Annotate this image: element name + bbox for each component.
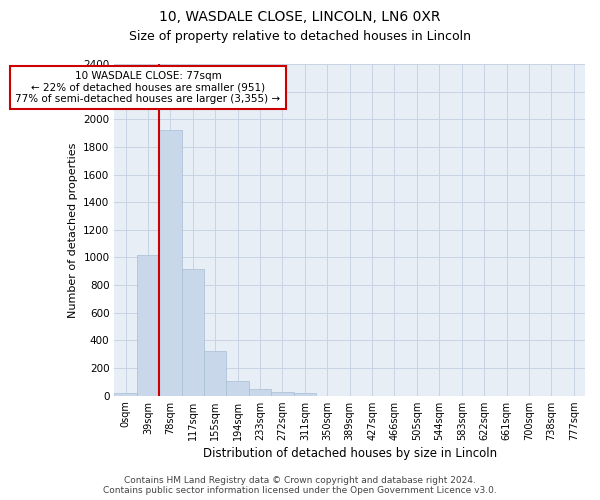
- X-axis label: Distribution of detached houses by size in Lincoln: Distribution of detached houses by size …: [203, 447, 497, 460]
- Text: 10, WASDALE CLOSE, LINCOLN, LN6 0XR: 10, WASDALE CLOSE, LINCOLN, LN6 0XR: [159, 10, 441, 24]
- Bar: [204, 352, 226, 396]
- Text: 10 WASDALE CLOSE: 77sqm
← 22% of detached houses are smaller (951)
77% of semi-d: 10 WASDALE CLOSE: 77sqm ← 22% of detache…: [16, 71, 281, 104]
- Bar: [293, 393, 316, 396]
- Bar: [137, 254, 159, 396]
- Bar: [271, 392, 293, 396]
- Text: Size of property relative to detached houses in Lincoln: Size of property relative to detached ho…: [129, 30, 471, 43]
- Text: Contains HM Land Registry data © Crown copyright and database right 2024.
Contai: Contains HM Land Registry data © Crown c…: [103, 476, 497, 495]
- Bar: [226, 381, 249, 396]
- Bar: [249, 389, 271, 396]
- Bar: [159, 130, 182, 396]
- Bar: [182, 268, 204, 396]
- Y-axis label: Number of detached properties: Number of detached properties: [68, 142, 77, 318]
- Bar: [115, 393, 137, 396]
